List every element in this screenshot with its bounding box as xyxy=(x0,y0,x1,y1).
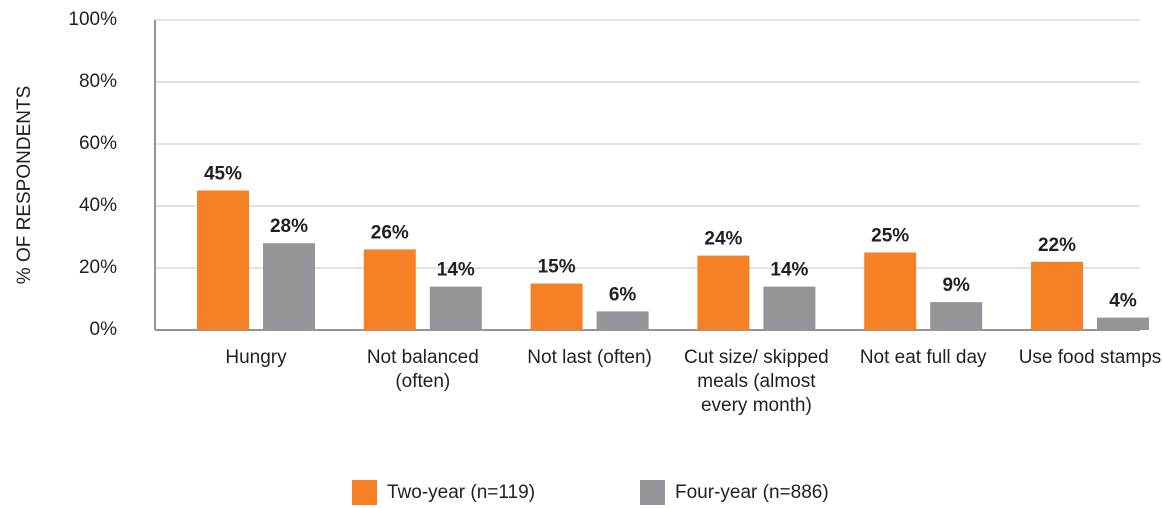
data-label: 24% xyxy=(704,229,742,250)
data-label: 6% xyxy=(609,284,637,305)
data-label: 14% xyxy=(770,260,808,281)
x-tick-label: Not balanced (often) xyxy=(366,347,479,392)
x-tick-label: Not last (often) xyxy=(527,347,652,368)
bar xyxy=(930,302,983,330)
legend-label: Two-year (n=119) xyxy=(387,482,535,503)
bar xyxy=(363,249,416,330)
y-tick-label: 0% xyxy=(90,319,118,340)
bar xyxy=(596,311,649,330)
legend-label: Four-year (n=886) xyxy=(675,482,829,503)
y-tick-label: 100% xyxy=(68,9,117,30)
data-label: 26% xyxy=(371,222,409,243)
y-axis-label: % OF RESPONDENTS xyxy=(14,86,35,284)
data-label: 9% xyxy=(942,275,970,296)
bar xyxy=(1031,261,1083,330)
legend-swatch xyxy=(640,480,665,505)
x-tick-label: Cut size/ skipped meals (almost every mo… xyxy=(684,347,829,416)
data-label: 22% xyxy=(1038,235,1076,256)
data-label: 14% xyxy=(437,260,475,281)
data-label: 15% xyxy=(538,257,576,278)
bar xyxy=(530,283,583,330)
bar xyxy=(864,252,917,330)
data-label: 45% xyxy=(204,164,242,185)
data-label: 25% xyxy=(871,226,909,247)
x-tick-label: Hungry xyxy=(225,347,287,368)
x-tick-label: Not eat full day xyxy=(859,347,987,368)
data-label: 4% xyxy=(1109,291,1137,312)
y-tick-label: 20% xyxy=(79,257,117,278)
bar xyxy=(697,255,750,330)
y-tick-label: 40% xyxy=(79,195,117,216)
bar xyxy=(197,190,249,330)
bar xyxy=(429,286,482,330)
legend-swatch xyxy=(352,480,377,505)
bar xyxy=(1097,317,1149,330)
y-tick-label: 80% xyxy=(79,71,117,92)
x-tick-label: Use food stamps xyxy=(1018,347,1162,368)
y-tick-label: 60% xyxy=(79,133,117,154)
bar xyxy=(763,286,816,330)
bar xyxy=(263,243,315,330)
data-label: 28% xyxy=(270,216,308,237)
